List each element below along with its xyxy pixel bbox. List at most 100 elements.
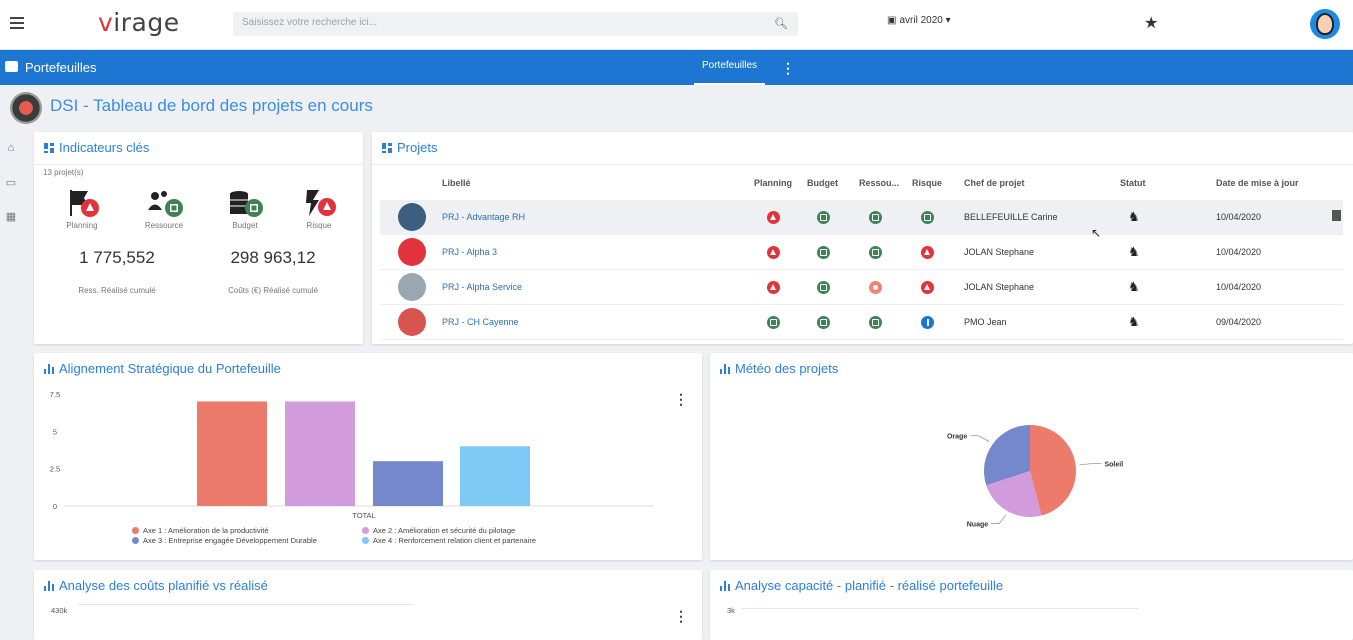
home-icon[interactable]: ⌂ — [7, 142, 15, 154]
col-header-statut[interactable]: Statut — [1120, 178, 1146, 188]
kpi-label: Risque — [306, 221, 332, 230]
projects-card: Projets Libellé Planning Budget Ressou..… — [372, 132, 1353, 344]
meteo-title: Météo des projets — [720, 361, 838, 376]
alignment-card: Alignement Stratégique du Portefeuille ⋮… — [34, 353, 702, 560]
period-selector[interactable]: ▣ avril 2020 ▾ — [887, 15, 951, 26]
briefcase-icon — [5, 61, 18, 72]
project-manager: JOLAN Stephane — [964, 282, 1035, 292]
project-manager: PMO Jean — [964, 317, 1007, 327]
y-tick-label: 5 — [53, 427, 57, 436]
document-icon[interactable] — [1332, 210, 1341, 221]
grid-line — [78, 604, 414, 605]
legend-item[interactable]: Axe 4 : Renforcement relation client et … — [362, 536, 536, 545]
legend-item[interactable]: Axe 2 : Amélioration et sécurité du pilo… — [362, 526, 515, 535]
kpi-risque: Risque — [289, 188, 349, 230]
page-title: DSI - Tableau de bord des projets en cou… — [50, 96, 373, 115]
alignment-title: Alignement Stratégique du Portefeuille — [44, 361, 281, 376]
kpi-caption: Ress. Réalisé cumulé — [78, 286, 156, 295]
y-tick-label: 2.5 — [50, 465, 60, 474]
col-header-date[interactable]: Date de mise à jour — [1216, 178, 1299, 188]
ressource-status-icon — [869, 211, 882, 224]
col-header-libelle[interactable]: Libellé — [442, 178, 471, 188]
project-avatar — [398, 238, 426, 266]
ressource-status-icon — [869, 316, 882, 329]
pie-label-line — [970, 435, 990, 442]
col-header-planning[interactable]: Planning — [754, 178, 792, 188]
bar-2[interactable] — [285, 401, 355, 506]
project-label[interactable]: PRJ - Advantage RH — [442, 212, 526, 222]
search-icon[interactable]: 🔍︎ — [774, 18, 788, 30]
project-row[interactable]: PRJ - Alpha 3 JOLAN Stephane ♞ 10/04/2020 — [380, 235, 1343, 270]
risque-status-icon — [921, 211, 934, 224]
costs-title: Analyse des coûts planifié vs réalisé — [44, 578, 268, 593]
project-label[interactable]: PRJ - Alpha Service — [442, 282, 523, 292]
bar-4[interactable] — [460, 446, 530, 506]
bar-3[interactable] — [373, 461, 443, 506]
pie-slice-soleil[interactable] — [1030, 425, 1076, 516]
budget-status-icon — [817, 281, 830, 294]
indicators-card: Indicateurs clés 13 projet(s) Planning R… — [34, 132, 363, 344]
dashboard-icon — [382, 143, 392, 153]
hamburger-menu-icon[interactable] — [10, 17, 24, 29]
pie-label-line — [1079, 463, 1102, 466]
project-row[interactable]: PRJ - Alpha Service JOLAN Stephane ♞ 10/04/… — [380, 270, 1343, 305]
legend-item[interactable]: Axe 1 : Amélioration de la productivité — [132, 526, 269, 535]
kpi-budget: Budget — [215, 188, 275, 230]
alignment-bar-chart: 0 2.5 5 7.5 TOTAL — [50, 390, 654, 520]
calendar-icon: ▣ — [887, 15, 897, 26]
tag-icon[interactable]: ▭ — [5, 177, 17, 189]
risque-status-icon — [921, 246, 934, 259]
favorite-star-icon[interactable]: ★ — [1144, 15, 1159, 32]
col-header-budget[interactable]: Budget — [807, 178, 838, 188]
status-icon: ♞ — [1128, 314, 1140, 329]
kpi-value-cost: 298 963,12 — [230, 248, 316, 267]
user-avatar[interactable] — [1310, 9, 1340, 39]
project-manager: BELLEFEUILLE Carine — [964, 212, 1058, 222]
bar-chart-icon — [720, 581, 730, 591]
dashboard-logo — [10, 92, 42, 124]
legend-swatch — [362, 537, 369, 544]
status-icon: ♞ — [1128, 279, 1140, 294]
costs-card: Analyse des coûts planifié vs réalisé 43… — [34, 570, 702, 640]
more-options-icon[interactable]: ⋮ — [781, 60, 795, 76]
pie-slice-orage[interactable] — [984, 425, 1030, 486]
meteo-card: Météo des projets Soleil Nuage Orage — [710, 353, 1353, 560]
col-header-chef[interactable]: Chef de projet — [964, 178, 1025, 188]
grid-icon[interactable]: ▦ — [5, 211, 17, 223]
chart-options-icon[interactable]: ⋮ — [674, 391, 688, 407]
kpi-value-ressource: 1 775,552 — [79, 248, 155, 267]
dashboard-icon — [44, 143, 54, 153]
y-tick-label: 3k — [727, 606, 735, 615]
project-row[interactable]: PRJ - Advantage RH BELLEFEUILLE Carine ♞ 10… — [380, 200, 1343, 235]
grid-line — [742, 608, 1138, 609]
budget-status-icon — [817, 246, 830, 259]
pie-label-line — [991, 514, 1007, 524]
search-input[interactable]: Saisissez votre recherche ici... 🔍︎ — [233, 12, 798, 36]
side-nav: ⌂ ▭ ▦ — [0, 132, 22, 234]
tab-portefeuilles[interactable]: Portefeuilles — [694, 50, 766, 85]
bar-1[interactable] — [197, 401, 267, 506]
status-icon: ♞ — [1128, 244, 1140, 259]
caret-down-icon: ▾ — [945, 15, 951, 26]
pie-slice-nuage[interactable] — [986, 471, 1042, 517]
project-label[interactable]: PRJ - Alpha 3 — [442, 247, 498, 257]
pie-label: Soleil — [1104, 461, 1123, 468]
update-date: 10/04/2020 — [1216, 282, 1262, 292]
project-label[interactable]: PRJ - CH Cayenne — [442, 317, 519, 327]
kpi-label: Ressource — [144, 221, 184, 230]
col-header-ressource[interactable]: Ressou... — [859, 178, 900, 188]
legend-swatch — [362, 527, 369, 534]
y-tick-label: 0 — [53, 502, 57, 511]
project-manager: JOLAN Stephane — [964, 247, 1035, 257]
coins-icon — [225, 188, 265, 218]
project-row[interactable]: PRJ - CH Cayenne PMO Jean ♞ 09/04/2020 — [380, 305, 1343, 340]
legend-item[interactable]: Axe 3 : Entreprise engagée Développement… — [132, 536, 317, 545]
chart-options-icon[interactable]: ⋮ — [674, 608, 688, 624]
bar-chart-icon — [44, 364, 54, 374]
period-label: avril 2020 — [899, 15, 943, 26]
virage-logo[interactable]: virage — [98, 8, 180, 37]
legend-swatch — [132, 527, 139, 534]
bar-chart-icon — [44, 581, 54, 591]
col-header-risque[interactable]: Risque — [912, 178, 943, 188]
y-tick-label: 7.5 — [50, 390, 60, 399]
